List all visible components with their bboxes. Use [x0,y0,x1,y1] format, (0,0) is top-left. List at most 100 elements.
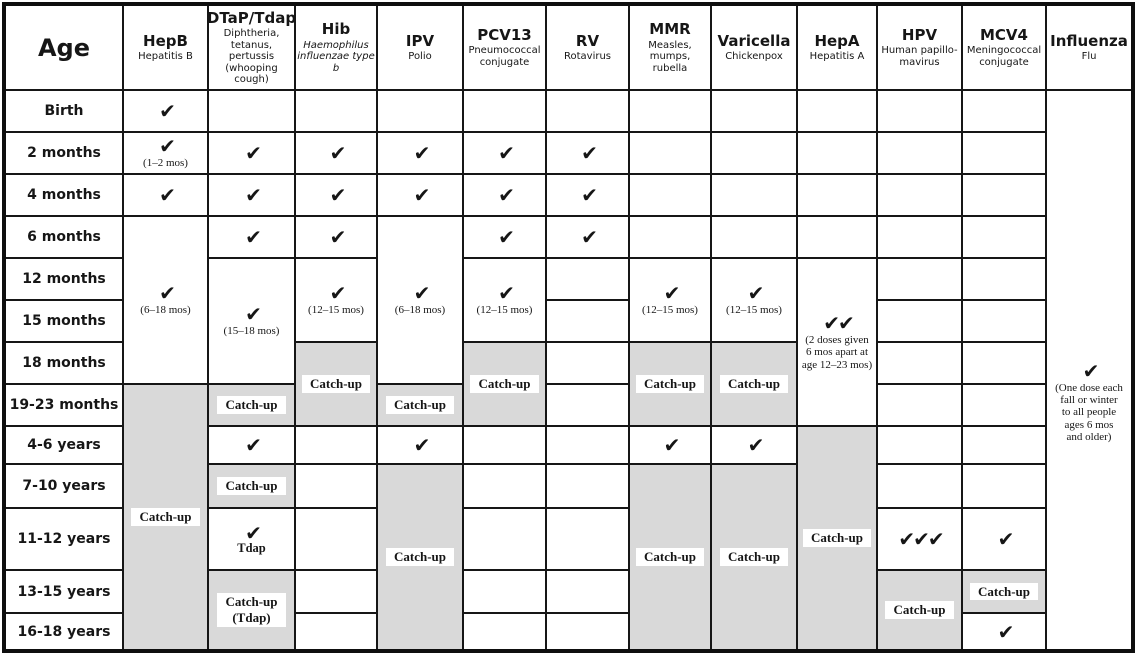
age-label: 15 months [22,313,106,329]
cell-mcv4-row12: Catch-up [963,571,1045,612]
catchup-label: Catch-up [301,375,370,393]
age-row-label-6: 15 months [6,301,122,341]
vaccine-subtitle: Rotavirus [563,51,612,62]
cell-mmr-row4 [630,217,710,257]
age-label: 16-18 years [17,623,111,640]
cell-varicella-row1 [712,91,796,131]
age-label: 12 months [22,271,106,287]
cell-ipv-row2: ✔ [378,133,462,173]
age-row-label-10: 7-10 years [6,465,122,507]
cell-pcv13-row2: ✔ [464,133,545,173]
age-label: 2 months [27,145,101,161]
catchup-label: Catch-up [969,582,1038,601]
column-header-hepa: HepA Hepatitis A [798,6,876,89]
check-icon: ✔ [245,302,262,327]
check-icon: ✔ [413,433,431,457]
cell-rv-row2: ✔ [547,133,628,173]
dose-note: (12–15 mos) [308,304,364,317]
cell-hib-row10 [296,465,376,507]
check-icon: ✔ [245,520,262,545]
dose-note: (12–15 mos) [476,304,533,317]
vaccine-subtitle: Human papillo-mavirus [881,45,958,68]
check-icon: ✔ [245,141,262,165]
cell-hepb-row2: ✔ (1–2 mos) [124,133,207,173]
cell-rv-row9 [547,427,628,463]
check-icon: ✔ [159,281,176,306]
cell-hpv-row10 [878,465,961,507]
dose-note: (One dose each fall or winter to all peopl… [1055,382,1123,443]
cell-mcv4-row6 [963,301,1045,341]
catchup-label: Catch-up [719,548,788,566]
cell-mmr-row3 [630,175,710,215]
cell-mmr-row5: ✔ (12–15 mos) [630,259,710,341]
vaccine-abbreviation: IPV [405,31,435,50]
check-icon: ✔ [581,183,598,207]
cell-pcv13-row10 [464,465,545,507]
catchup-label: Catch-up [217,477,286,495]
dose-note: (15–18 mos) [223,325,280,338]
cell-mmr-row7: Catch-up [630,343,710,425]
vaccine-subtitle: Chickenpox [725,51,783,62]
catchup-label: Catch-up [217,396,286,414]
cell-mmr-row10: Catch-up [630,465,710,649]
check-icon: ✔ [1082,359,1100,384]
age-row-label-5: 12 months [6,259,122,299]
cell-influenza-row1: ✔ (One dose each fall or winter to all peop… [1047,91,1131,649]
cell-rv-row10 [547,465,628,507]
cell-pcv13-row1 [464,91,545,131]
check-icon: ✔ [329,225,347,249]
cell-hpv-row2 [878,133,961,173]
dose-note: (12–15 mos) [642,304,698,317]
catchup-label: Catch-up [385,396,454,414]
cell-dtap-row10: Catch-up [209,465,294,507]
dose-note: (6–18 mos) [394,304,446,317]
cell-rv-row11 [547,509,628,569]
age-label: 13-15 years [17,583,111,600]
age-label: Birth [44,103,84,119]
cell-hepb-row1: ✔ [124,91,207,131]
cell-varicella-row9: ✔ [712,427,796,463]
cell-ipv-row3: ✔ [378,175,462,215]
column-header-rv: RV Rotavirus [547,6,628,89]
cell-rv-row7 [547,343,628,383]
cell-mcv4-row4 [963,217,1045,257]
cell-varicella-row7: Catch-up [712,343,796,425]
cell-pcv13-row3: ✔ [464,175,545,215]
cell-varicella-row5: ✔ (12–15 mos) [712,259,796,341]
cell-dtap-row2: ✔ [209,133,294,173]
age-row-label-4: 6 months [6,217,122,257]
age-row-label-11: 11-12 years [6,509,122,569]
cell-hepa-row5: ✔✔ (2 doses given 6 mos apart at age 12–23 … [798,259,876,425]
check-icon: ✔ [159,183,176,207]
age-label: 11-12 years [17,531,111,547]
cell-pcv13-row5: ✔ (12–15 mos) [464,259,545,341]
cell-mcv4-row8 [963,385,1045,425]
check-icon: ✔ [245,433,262,457]
vaccine-subtitle: Polio [408,51,432,62]
cell-hepa-row2 [798,133,876,173]
cell-mcv4-row1 [963,91,1045,131]
cell-mcv4-row7 [963,343,1045,383]
column-header-hpv: HPV Human papillo-mavirus [878,6,961,89]
check-icon: ✔ [413,141,431,165]
cell-hib-row2: ✔ [296,133,376,173]
cell-mmr-row9: ✔ [630,427,710,463]
cell-pcv13-row9 [464,427,545,463]
cell-hib-row1 [296,91,376,131]
catchup-label: Catch-up [635,548,704,566]
vaccine-abbreviation: MCV4 [980,25,1028,44]
check-icon: ✔ [245,225,262,249]
cell-dtap-row3: ✔ [209,175,294,215]
cell-dtap-row4: ✔ [209,217,294,257]
cell-hepb-row3: ✔ [124,175,207,215]
cell-varicella-row2 [712,133,796,173]
cell-pcv13-row11 [464,509,545,569]
catchup-label: Catch-up [470,375,539,393]
check-icon: ✔ [413,281,431,306]
cell-hib-row12 [296,571,376,612]
cell-rv-row12 [547,571,628,612]
age-row-label-8: 19-23 months [6,385,122,425]
check-icon: ✔ [413,183,431,207]
cell-hpv-row12: Catch-up [878,571,961,649]
